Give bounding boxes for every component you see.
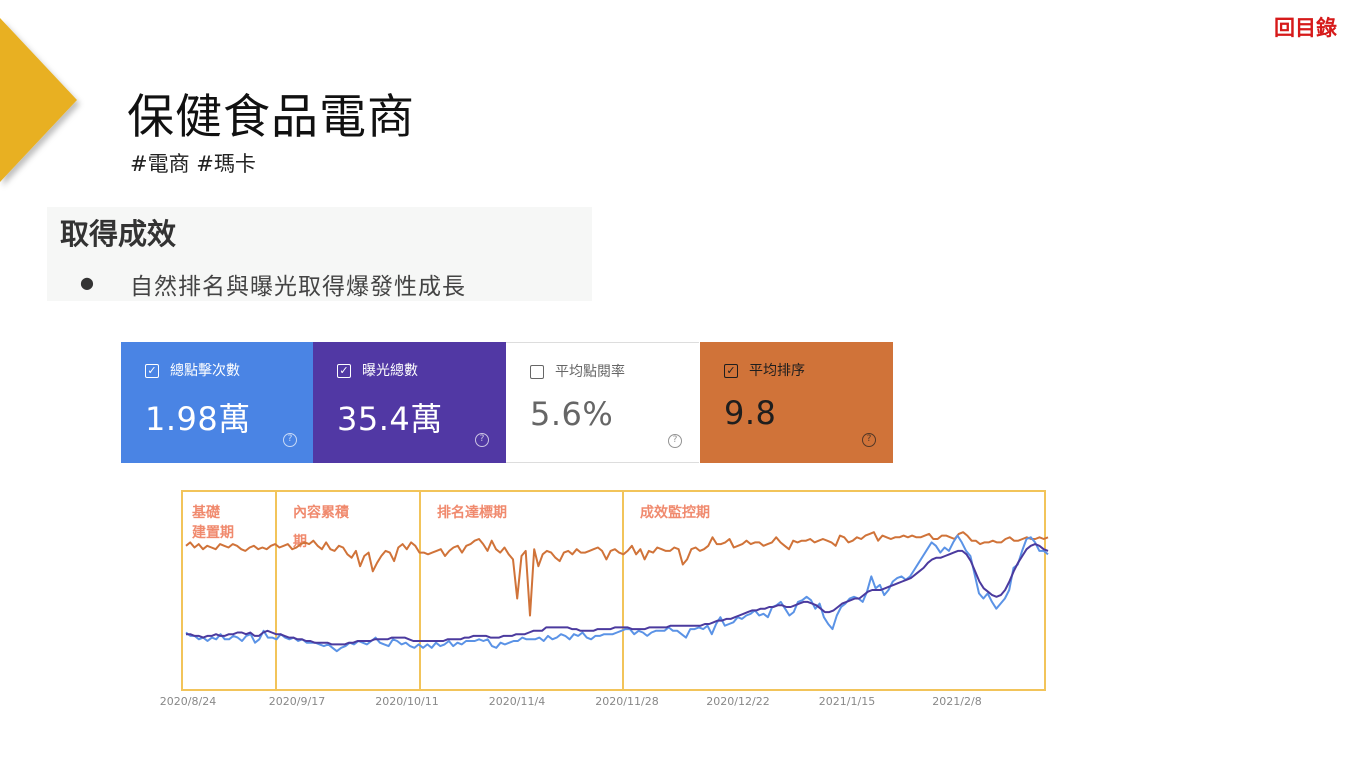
x-tick-label: 2020/9/17 [269,695,325,708]
results-section: 取得成效 ● 自然排名與曝光取得爆發性成長 [47,207,592,301]
phase-label: 期 [293,534,307,550]
phase-label: 建置期 [192,524,234,541]
phase-label: 成效監控期 [640,504,710,521]
metric-label: 曝光總數 [362,363,418,379]
metric-label: 總點擊次數 [170,363,240,379]
help-icon[interactable]: ? [475,433,489,447]
metric-card-total-clicks[interactable]: ✓ 總點擊次數 1.98萬 ? [121,342,314,463]
x-tick-label: 2021/1/15 [819,695,875,708]
x-tick-label: 2020/12/22 [706,695,769,708]
page-tags: #電商 #瑪卡 [130,152,256,176]
page-title: 保健食品電商 [127,90,415,145]
x-tick-label: 2021/2/8 [932,695,981,708]
metric-value: 9.8 [724,394,777,432]
checkbox-icon[interactable]: ✓ [724,364,738,378]
back-to-toc-link[interactable]: 回目錄 [1274,15,1337,40]
corner-accent-shape [0,18,77,182]
metric-card-avg-position[interactable]: ✓ 平均排序 9.8 ? [700,342,893,463]
series-line [186,543,1049,646]
series-line [185,534,1049,653]
bullet-marker: ● [80,273,94,292]
results-bullet-text: 自然排名與曝光取得爆發性成長 [130,274,466,300]
checkbox-icon[interactable]: ✓ [145,364,159,378]
series-line [185,531,1049,617]
phase-box [622,490,1046,691]
metric-card-impressions[interactable]: ✓ 曝光總數 35.4萬 ? [313,342,506,463]
phase-label: 內容累積 [293,504,350,521]
x-tick-label: 2020/10/11 [375,695,438,708]
help-icon[interactable]: ? [283,433,297,447]
checkbox-icon[interactable]: ✓ [337,364,351,378]
x-tick-label: 2020/11/28 [595,695,658,708]
metric-value: 35.4萬 [337,400,443,438]
metric-label: 平均排序 [749,363,805,379]
metric-value: 1.98萬 [145,400,251,438]
phase-label: 排名達標期 [437,504,507,521]
results-heading: 取得成效 [60,217,177,251]
metric-value: 5.6% [530,395,614,433]
x-tick-label: 2020/8/24 [160,695,216,708]
checkbox-empty-icon[interactable] [530,365,544,379]
x-tick-label: 2020/11/4 [489,695,545,708]
metric-label: 平均點閱率 [555,364,625,380]
help-icon[interactable]: ? [862,433,876,447]
metric-card-ctr[interactable]: 平均點閱率 5.6% ? [506,342,699,463]
help-icon[interactable]: ? [668,434,682,448]
phase-label: 基礎 [192,504,221,521]
